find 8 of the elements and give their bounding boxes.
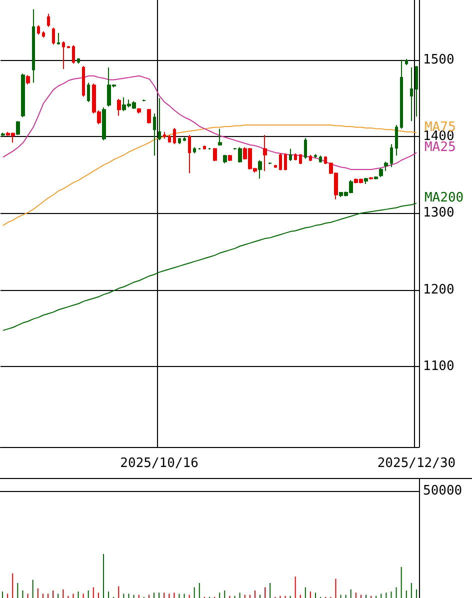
y-tick-label: 1100 — [423, 358, 454, 374]
y-tick-label: 1300 — [423, 206, 454, 221]
x-tick-label: 2025/10/16 — [120, 456, 198, 471]
y-tick-label: 1200 — [423, 282, 454, 298]
x-tick-label: 2025/12/30 — [377, 456, 456, 471]
y-tick-label: 1500 — [423, 52, 454, 68]
series-label: MA200 — [424, 190, 464, 206]
y-tick-label: 50000 — [423, 483, 462, 498]
